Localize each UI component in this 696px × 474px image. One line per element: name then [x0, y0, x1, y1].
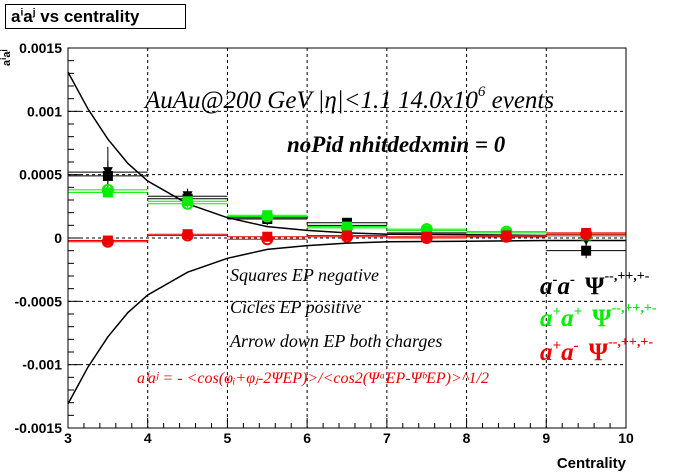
x-tick-label: 7 [383, 430, 391, 446]
title-rest: vs centrality [35, 7, 140, 26]
y-tick-label: -0.0015 [15, 420, 63, 436]
data-point-circle [420, 232, 433, 244]
data-point-circle [261, 233, 274, 246]
y-tick-label: 0.001 [27, 103, 62, 119]
title-a2: a [23, 7, 33, 26]
data-point-circle [181, 197, 194, 210]
data-marks [68, 146, 626, 259]
y-tick-label: -0.001 [22, 357, 62, 373]
y-tick-label: 0.0015 [19, 40, 62, 56]
data-point-square [581, 245, 592, 256]
x-tick-label: 4 [144, 430, 152, 446]
y-tick-label: 0.0005 [19, 167, 62, 183]
annotation-run: AuAu@200 GeV |η|<1.1 14.0x106 events [143, 84, 554, 114]
annotation-squares: Squares EP negative [230, 265, 379, 285]
y-axis-label: aiaj [0, 49, 13, 66]
title-sup-i: i [20, 7, 24, 19]
annotation-cuts: noPid nhitdedxmin = 0 [287, 132, 506, 157]
x-tick-label: 8 [463, 430, 471, 446]
fit-curve-lower [67, 239, 626, 405]
data-point-arrow [102, 167, 113, 178]
axes: 3 4 5 6 7 8 9 10 -0.0015 -0.001 -0.0005 0 0.0005 0.00… [15, 40, 634, 446]
annotation-arrows: Arrow down EP both charges [229, 331, 442, 351]
data-point-circle [500, 230, 513, 243]
x-tick-label: 9 [542, 430, 550, 446]
y-tick-label: 0 [54, 230, 62, 246]
data-point-circle [580, 228, 593, 241]
data-point-circle [101, 235, 114, 248]
x-tick-label: 3 [64, 430, 72, 446]
x-tick-label: 6 [303, 430, 311, 446]
x-axis-label: Centrality [557, 455, 627, 472]
chart-title-box: aiaj vs centrality [5, 4, 186, 29]
data-point-circle [261, 210, 274, 223]
label-pm: a+a- Ψ--,++,+- [540, 335, 653, 366]
data-point-arrow [182, 191, 193, 202]
x-tick-label: 10 [618, 430, 634, 446]
data-point-circle [181, 229, 194, 242]
annotation-circles: Cicles EP positive [230, 297, 362, 317]
x-tick-label: 5 [224, 430, 232, 446]
data-point-circle [101, 183, 114, 196]
data-point-circle [341, 230, 353, 243]
annotation-formula: aⁱaʲ = - <cos(φᵢ+φⱼ-2ΨEP)>/<cos2(ΨᵃEP-Ψᵇ… [137, 370, 489, 387]
title-sup-j: j [32, 7, 36, 19]
y-tick-label: -0.0005 [15, 293, 63, 309]
title-a1: a [11, 7, 21, 26]
label-mm: a-a- Ψ--,++,+- [540, 269, 650, 300]
label-pp: a+a+ Ψ--,++,+- [540, 301, 657, 332]
